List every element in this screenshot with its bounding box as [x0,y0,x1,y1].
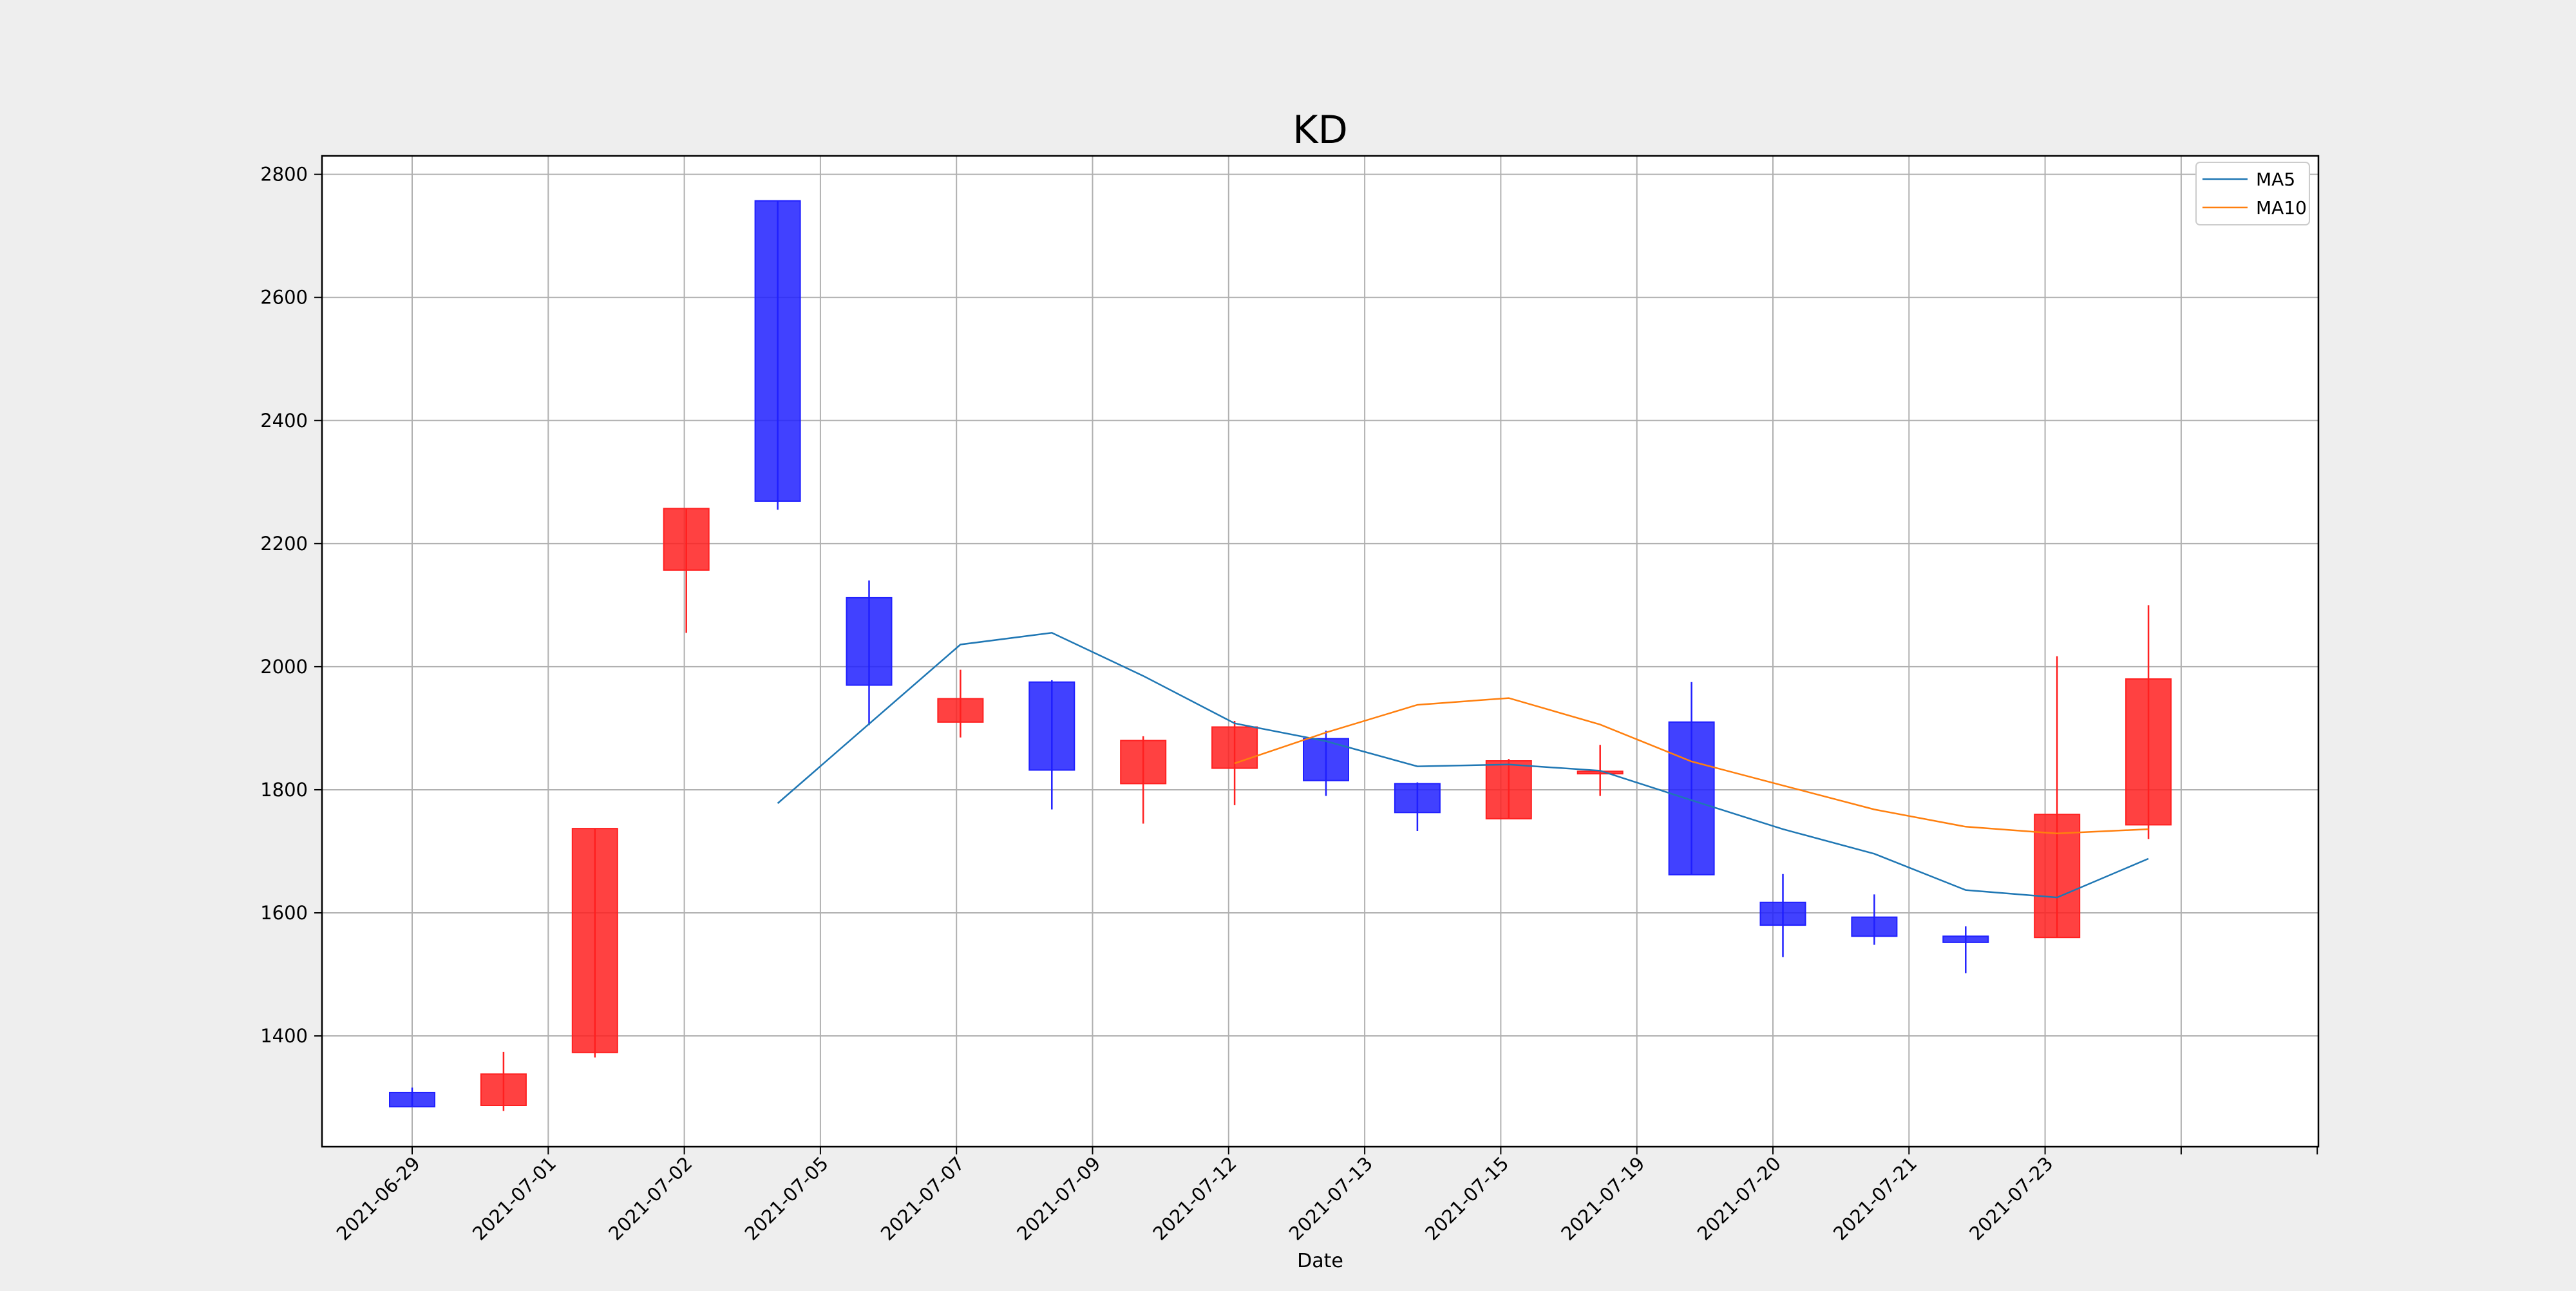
x-tick-label: 2021-07-23 [1965,1152,2057,1245]
candle-body [754,200,801,502]
candle-body [1211,726,1258,769]
x-tick-label: 2021-07-02 [604,1152,696,1245]
candle-up [2034,656,2081,939]
plot-frame [321,155,2320,1148]
y-tick-label: 1800 [260,779,308,801]
candle-up [480,1051,527,1111]
candle-down [1942,926,1989,973]
legend-ma5-label: MA5 [2256,169,2295,190]
y-tick-label: 2800 [260,164,308,186]
y-tick-label: 2600 [260,287,308,309]
candle-up [1485,759,1532,819]
candle-body [1485,760,1532,819]
candle-down [846,580,893,725]
candle-body [1394,783,1441,814]
candle-body [1942,935,1989,943]
legend-ma10-label: MA10 [2256,197,2307,218]
candle-down [754,200,801,510]
candle-up [937,669,984,738]
x-tick-label: 2021-06-29 [332,1152,424,1245]
y-tick-label: 2400 [260,410,308,432]
candle-down [1851,894,1898,945]
candle-up [663,508,710,633]
series-line-ma5 [777,632,2149,899]
x-tick-label: 2021-07-07 [876,1152,969,1245]
y-tick-label: 2200 [260,533,308,555]
candle-body [571,828,618,1053]
x-tick-label: 2021-07-21 [1829,1152,1921,1245]
legend-box [2195,162,2310,225]
candle-body [1028,681,1075,771]
candle-body [1851,916,1898,937]
x-tick-label: 2021-07-19 [1557,1152,1649,1245]
x-tick-label: 2021-07-09 [1012,1152,1104,1245]
candle-body [1120,740,1167,785]
candle-body [480,1073,527,1106]
chart-title: KD [1293,108,1348,153]
candle-body [2034,814,2081,939]
candle-up [2125,605,2172,839]
y-tick-label: 1600 [260,902,308,924]
candle-body [663,508,710,571]
candle-body [1577,770,1624,775]
candle-body [1759,901,1806,926]
x-tick-label: 2021-07-01 [468,1152,560,1245]
plot-area [322,156,2318,1147]
candle-body [389,1091,435,1107]
x-tick-label: 2021-07-12 [1149,1152,1241,1245]
x-tick-label: 2021-07-13 [1285,1152,1377,1245]
x-tick-label: 2021-07-20 [1693,1152,1785,1245]
candle-down [1759,874,1806,957]
x-tick-label: 2021-07-15 [1421,1152,1513,1245]
candle-down [389,1087,435,1107]
y-axis-ticks: 1400 1600 1800 2000 2200 2400 2600 2800 [260,164,322,1047]
candle-body [2125,678,2172,826]
y-tick-label: 1400 [260,1025,308,1047]
candles [389,200,2172,1111]
x-axis-label: Date [1297,1250,1343,1272]
candle-down [1028,680,1075,810]
candle-body [846,597,893,686]
candle-body [1668,721,1715,875]
candle-up [571,828,618,1058]
legend: MA5 MA10 [2195,162,2310,225]
candle-up [1120,736,1167,824]
candle-down [1394,782,1441,831]
series-line-ma10 [1234,697,2149,835]
candle-body [937,698,984,723]
y-tick-label: 2000 [260,656,308,678]
candle-down [1668,682,1715,875]
x-tick-label: 2021-07-05 [741,1152,833,1245]
moving-averages [777,632,2149,899]
x-axis-ticks: 2021-06-29 2021-07-01 2021-07-02 2021-07-05… [332,1147,2318,1245]
